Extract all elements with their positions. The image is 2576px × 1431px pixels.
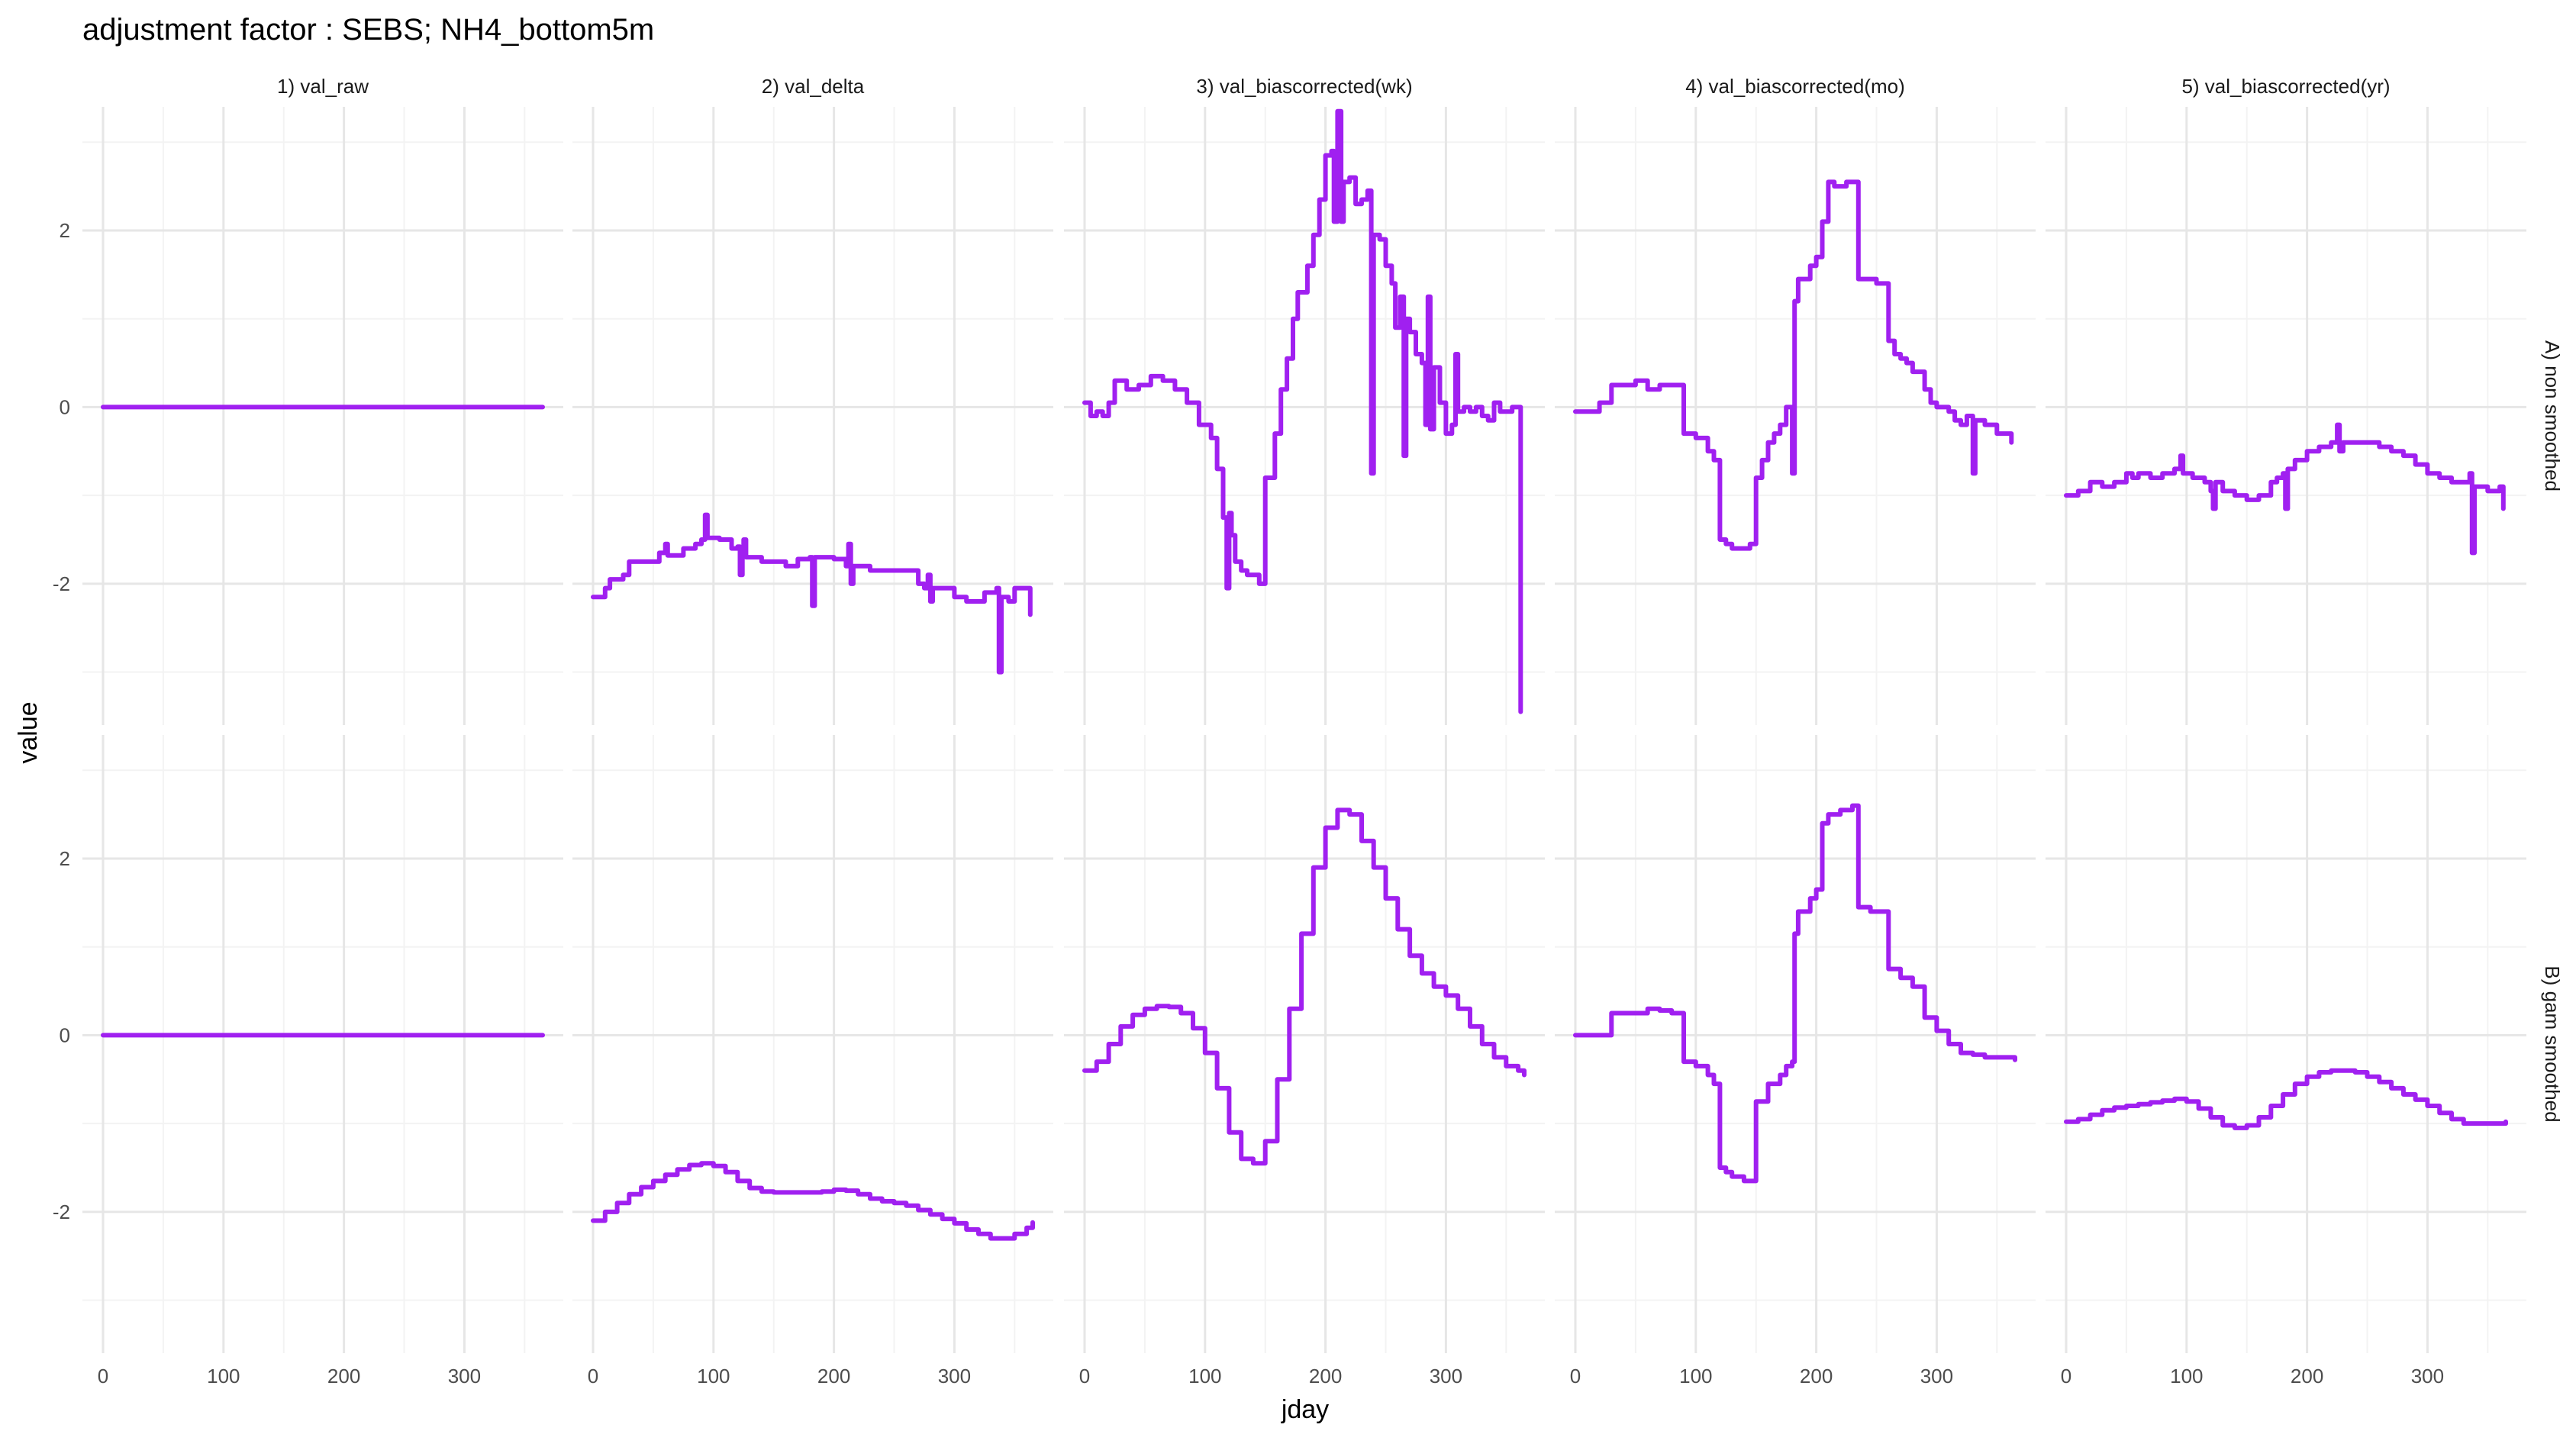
x-tick-label: 300 bbox=[448, 1365, 481, 1387]
column-strip-label: 5) val_biascorrected(yr) bbox=[2181, 75, 2390, 98]
x-tick-label: 200 bbox=[1800, 1365, 1833, 1387]
x-tick-label: 0 bbox=[98, 1365, 108, 1387]
column-strip-label: 2) val_delta bbox=[762, 75, 865, 98]
x-tick-label: 0 bbox=[1079, 1365, 1090, 1387]
chart-title: adjustment factor : SEBS; NH4_bottom5m bbox=[82, 13, 654, 47]
series-line bbox=[1082, 108, 1523, 714]
x-tick-label: 300 bbox=[938, 1365, 971, 1387]
y-tick-label: 2 bbox=[60, 219, 70, 242]
x-tick-label: 100 bbox=[2170, 1365, 2203, 1387]
column-strip-label: 3) val_biascorrected(wk) bbox=[1196, 75, 1412, 98]
y-axis-label: value bbox=[14, 701, 43, 763]
series-line bbox=[2064, 422, 2506, 556]
series-line bbox=[1082, 807, 1527, 1166]
x-axis-label: jday bbox=[1281, 1395, 1329, 1424]
row-strip-label: A) non smoothed bbox=[2541, 340, 2564, 492]
x-tick-label: 0 bbox=[588, 1365, 598, 1387]
x-tick-label: 100 bbox=[1188, 1365, 1221, 1387]
x-tick-label: 0 bbox=[1570, 1365, 1581, 1387]
y-tick-label: -2 bbox=[53, 1201, 70, 1223]
series-line bbox=[591, 512, 1033, 675]
x-tick-label: 100 bbox=[207, 1365, 240, 1387]
column-strip-label: 1) val_raw bbox=[277, 75, 369, 98]
x-tick-label: 200 bbox=[817, 1365, 850, 1387]
y-tick-label: 0 bbox=[60, 1023, 70, 1046]
x-tick-label: 100 bbox=[1679, 1365, 1712, 1387]
series-line bbox=[2064, 1068, 2508, 1130]
x-tick-label: 100 bbox=[697, 1365, 730, 1387]
x-tick-label: 200 bbox=[1309, 1365, 1342, 1387]
x-tick-label: 300 bbox=[2411, 1365, 2444, 1387]
x-tick-label: 300 bbox=[1430, 1365, 1462, 1387]
x-tick-label: 0 bbox=[2061, 1365, 2071, 1387]
series-line bbox=[1573, 179, 2014, 551]
series-line bbox=[591, 1161, 1035, 1241]
x-tick-label: 300 bbox=[1920, 1365, 1953, 1387]
series-line bbox=[1573, 803, 2017, 1184]
x-tick-label: 200 bbox=[327, 1365, 360, 1387]
row-strip-label: B) gam smoothed bbox=[2541, 965, 2564, 1122]
x-tick-label: 200 bbox=[2291, 1365, 2323, 1387]
y-tick-label: 2 bbox=[60, 847, 70, 870]
y-tick-label: 0 bbox=[60, 395, 70, 418]
column-strip-label: 4) val_biascorrected(mo) bbox=[1685, 75, 1905, 98]
y-tick-label: -2 bbox=[53, 572, 70, 595]
